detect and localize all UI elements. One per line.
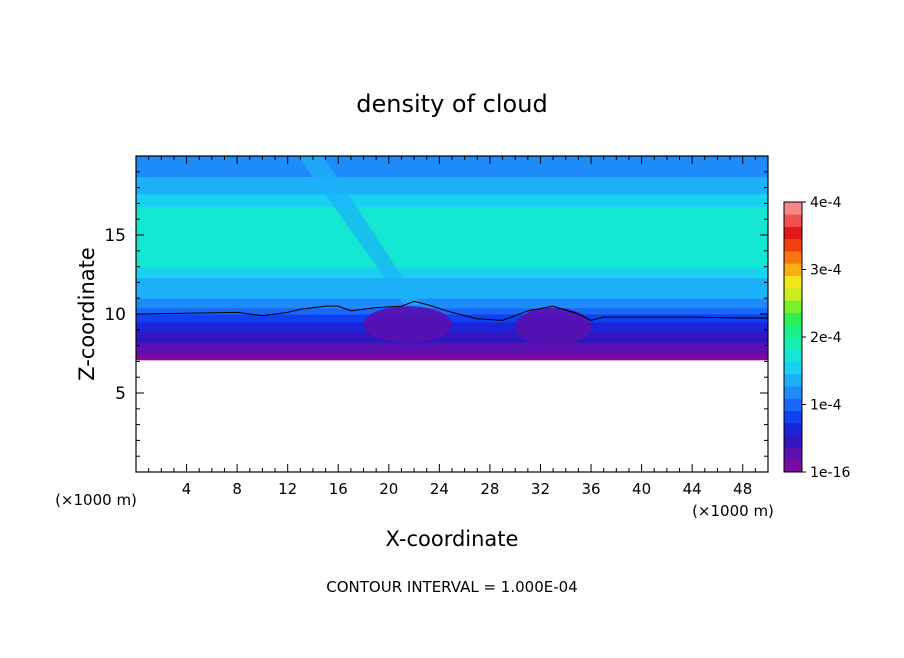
colorbar-swatch [784,373,802,387]
colorbar-swatch [784,287,802,301]
colorbar-swatch [784,324,802,338]
field-band [136,193,768,208]
colorbar-swatch [784,300,802,313]
colorbar: 1e-16 1e-4 2e-4 3e-4 4e-4 [783,195,850,481]
colorbar-swatch [784,226,802,240]
y-tick-label: 10 [104,305,126,325]
field-band [136,353,768,360]
colorbar-swatch [784,238,802,252]
colorbar-swatch [784,263,802,277]
colorbar-tick-label: 2e-4 [810,330,842,346]
colorbar-swatch [784,337,802,350]
x-tick-label: 36 [581,480,600,498]
plume-streak [297,156,421,305]
colorbar-swatch [784,275,802,289]
field-band [136,266,768,279]
colorbar-tick-label: 1e-4 [810,398,842,414]
colorbar-tick-label: 1e-16 [810,465,850,481]
field-band [136,321,768,332]
contour-line [135,300,768,321]
field-band [136,206,768,268]
colorbar-swatch [784,361,802,375]
field-band [136,277,768,299]
low-density-cell [363,306,453,343]
chart-title: density of cloud [356,90,547,118]
x-tick-label: 8 [232,480,242,498]
x-tick-label: 48 [733,480,752,498]
x-tick-label: 20 [379,480,398,498]
colorbar-swatch [784,214,802,227]
x-tick-label: 44 [683,480,702,498]
x-tick-label: 16 [329,480,348,498]
colorbar-swatch [784,435,802,448]
colorbar-swatch [784,398,802,412]
field-band [136,331,768,343]
low-density-cell [515,307,592,346]
colorbar-swatch [784,386,802,399]
x-unit-left: (×1000 m) [55,491,137,509]
field-band [136,314,768,323]
y-tick-label: 15 [104,226,126,246]
x-unit-right: (×1000 m) [692,502,774,520]
colorbar-swatch [784,422,802,436]
x-tick-label: 28 [480,480,499,498]
field-band [136,156,768,178]
x-tick-label: 32 [531,480,550,498]
plot-area [135,155,769,473]
x-tick-label: 40 [632,480,651,498]
y-tick-label: 5 [115,384,126,404]
colorbar-swatch [784,312,802,326]
x-tick-label: 24 [430,480,449,498]
y-axis: 5 10 15 [104,171,768,457]
field-band [136,307,768,315]
field-band [136,176,768,195]
colorbar-tick-label: 3e-4 [810,263,842,279]
x-tick-label: 4 [182,480,192,498]
colorbar-swatch [784,447,802,461]
colorbar-tick-label: 4e-4 [810,195,842,211]
x-axis: 4 8 12 16 20 24 28 32 36 40 44 48 [148,156,756,498]
x-tick-label: 12 [278,480,297,498]
colorbar-swatch [784,410,802,424]
contour-interval-note: CONTOUR INTERVAL = 1.000E-04 [326,578,577,596]
x-axis-label: X-coordinate [386,527,519,551]
y-axis-label: Z-coordinate [75,247,99,381]
field-band [136,342,768,354]
field-band [136,298,768,309]
colorbar-swatch [784,349,802,362]
colorbar-swatch [784,251,802,264]
colorbar-swatch [784,459,802,473]
colorbar-swatch [784,202,802,215]
